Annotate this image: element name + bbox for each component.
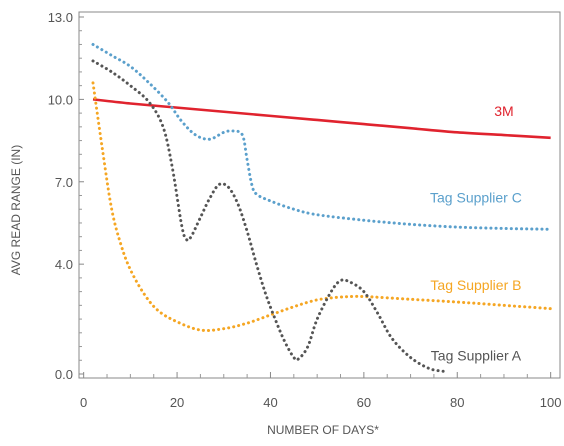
x-tick-label: 100 [540,395,562,410]
x-tick-label: 80 [450,395,464,410]
x-axis-title: NUMBER OF DAYS* [267,423,379,437]
series-line-3m [92,98,551,140]
series-label-tag-supplier-a: Tag Supplier A [431,347,522,363]
series-label-tag-supplier-c: Tag Supplier C [430,189,522,205]
series-line-tag-supplier-b [91,81,553,332]
series-label-tag-supplier-b: Tag Supplier B [430,277,521,293]
y-tick-label: 4.0 [55,257,73,272]
x-tick-label: 20 [170,395,184,410]
axes-layer: 0.0 4.0 7.0 10.0 13.0 0 20 40 60 80 100 [48,10,562,410]
series-layer [91,42,553,373]
x-tick-label: 40 [263,395,277,410]
series-label-3m: 3M [494,103,513,119]
x-tick-label: 60 [357,395,371,410]
y-axis-title: AVG READ RANGE (IN) [9,145,23,275]
series-line-tag-supplier-a [91,59,445,373]
y-tick-label: 0.0 [55,367,73,382]
x-tick-label: 0 [80,395,87,410]
y-tick-label: 10.0 [48,92,73,107]
y-tick-label: 7.0 [55,175,73,190]
series-line-tag-supplier-c [91,42,553,231]
y-tick-label: 13.0 [48,10,73,25]
labels-layer: 3M Tag Supplier C Tag Supplier B Tag Suppli… [430,103,522,363]
